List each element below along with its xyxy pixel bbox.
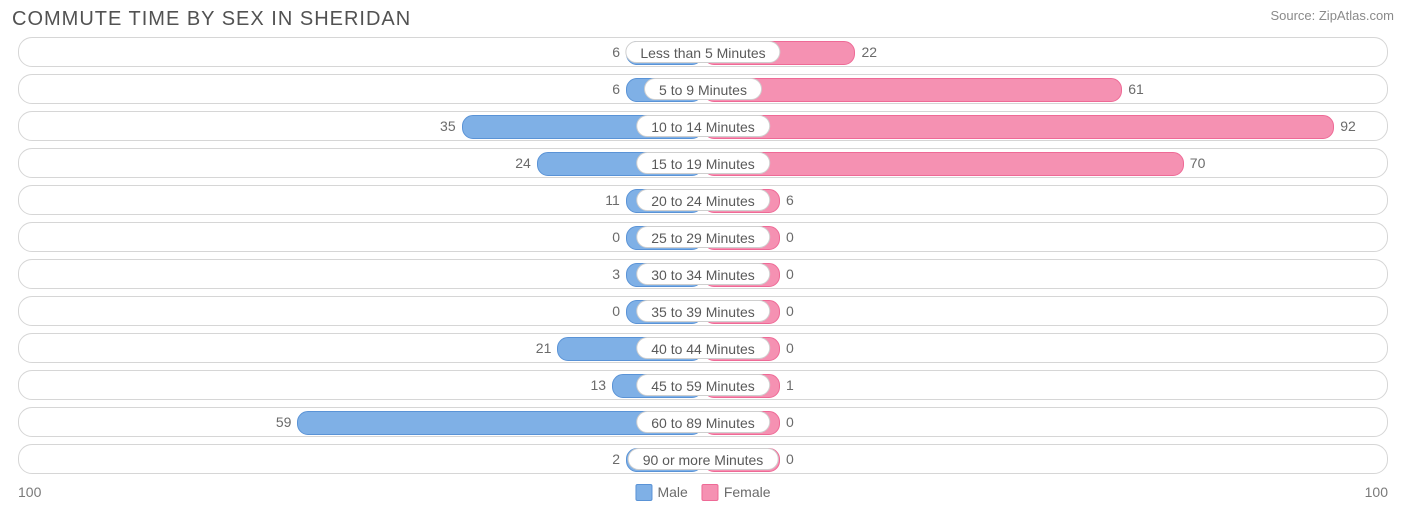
chart-row: 6 22 Less than 5 Minutes xyxy=(18,37,1388,67)
male-value: 35 xyxy=(440,112,456,140)
male-value: 0 xyxy=(612,223,620,251)
chart-header: COMMUTE TIME BY SEX IN SHERIDAN Source: … xyxy=(12,8,1394,31)
chart-row: 11 6 20 to 24 Minutes xyxy=(18,185,1388,215)
category-label: 45 to 59 Minutes xyxy=(636,374,770,396)
female-bar xyxy=(703,115,1334,139)
chart-row: 0 0 35 to 39 Minutes xyxy=(18,296,1388,326)
category-label: 30 to 34 Minutes xyxy=(636,263,770,285)
axis-right-label: 100 xyxy=(1365,484,1388,500)
chart-rows: 622Less than 5 Minutes6615 to 9 Minutes3… xyxy=(12,37,1394,474)
chart-row: 3 0 30 to 34 Minutes xyxy=(18,259,1388,289)
male-value: 11 xyxy=(605,186,620,214)
female-value: 0 xyxy=(786,334,794,362)
chart-row: 0 0 25 to 29 Minutes xyxy=(18,222,1388,252)
legend-item: Male xyxy=(635,484,687,501)
category-label: 20 to 24 Minutes xyxy=(636,189,770,211)
legend-swatch xyxy=(635,484,652,501)
male-value: 6 xyxy=(612,38,620,66)
category-label: Less than 5 Minutes xyxy=(625,41,780,63)
chart-row: 6 61 5 to 9 Minutes xyxy=(18,74,1388,104)
category-label: 35 to 39 Minutes xyxy=(636,300,770,322)
female-bar xyxy=(703,78,1122,102)
chart-row: 59 0 60 to 89 Minutes xyxy=(18,407,1388,437)
female-value: 0 xyxy=(786,260,794,288)
chart-row: 13 1 45 to 59 Minutes xyxy=(18,370,1388,400)
male-value: 2 xyxy=(612,445,620,473)
male-value: 0 xyxy=(612,297,620,325)
female-value: 0 xyxy=(786,297,794,325)
male-value: 13 xyxy=(591,371,607,399)
category-label: 25 to 29 Minutes xyxy=(636,226,770,248)
chart-source: Source: ZipAtlas.com xyxy=(1270,8,1394,23)
legend: Male Female xyxy=(635,484,770,501)
chart-footer: 100 Male Female 100 xyxy=(12,481,1394,503)
male-value: 3 xyxy=(612,260,620,288)
axis-left-label: 100 xyxy=(18,484,41,500)
chart-row: 21 0 40 to 44 Minutes xyxy=(18,333,1388,363)
female-value: 6 xyxy=(786,186,794,214)
female-value: 1 xyxy=(786,371,794,399)
male-value: 24 xyxy=(515,149,531,177)
chart-title: COMMUTE TIME BY SEX IN SHERIDAN xyxy=(12,8,411,31)
female-value: 0 xyxy=(786,408,794,436)
female-value: 61 xyxy=(1128,75,1144,103)
category-label: 5 to 9 Minutes xyxy=(644,78,762,100)
category-label: 40 to 44 Minutes xyxy=(636,337,770,359)
female-value: 0 xyxy=(786,223,794,251)
legend-label: Female xyxy=(724,484,771,500)
chart-row: 24 70 15 to 19 Minutes xyxy=(18,148,1388,178)
male-value: 59 xyxy=(276,408,292,436)
legend-swatch xyxy=(702,484,719,501)
commute-chart: COMMUTE TIME BY SEX IN SHERIDAN Source: … xyxy=(0,0,1406,522)
female-value: 0 xyxy=(786,445,794,473)
category-label: 60 to 89 Minutes xyxy=(636,411,770,433)
female-value: 70 xyxy=(1190,149,1206,177)
male-value: 6 xyxy=(612,75,620,103)
chart-row: 2 0 90 or more Minutes xyxy=(18,444,1388,474)
category-label: 15 to 19 Minutes xyxy=(636,152,770,174)
female-value: 92 xyxy=(1340,112,1356,140)
legend-label: Male xyxy=(657,484,687,500)
female-bar xyxy=(703,152,1184,176)
category-label: 10 to 14 Minutes xyxy=(636,115,770,137)
male-value: 21 xyxy=(536,334,552,362)
category-label: 90 or more Minutes xyxy=(628,448,779,470)
legend-item: Female xyxy=(702,484,771,501)
chart-row: 35 92 10 to 14 Minutes xyxy=(18,111,1388,141)
female-value: 22 xyxy=(861,38,877,66)
